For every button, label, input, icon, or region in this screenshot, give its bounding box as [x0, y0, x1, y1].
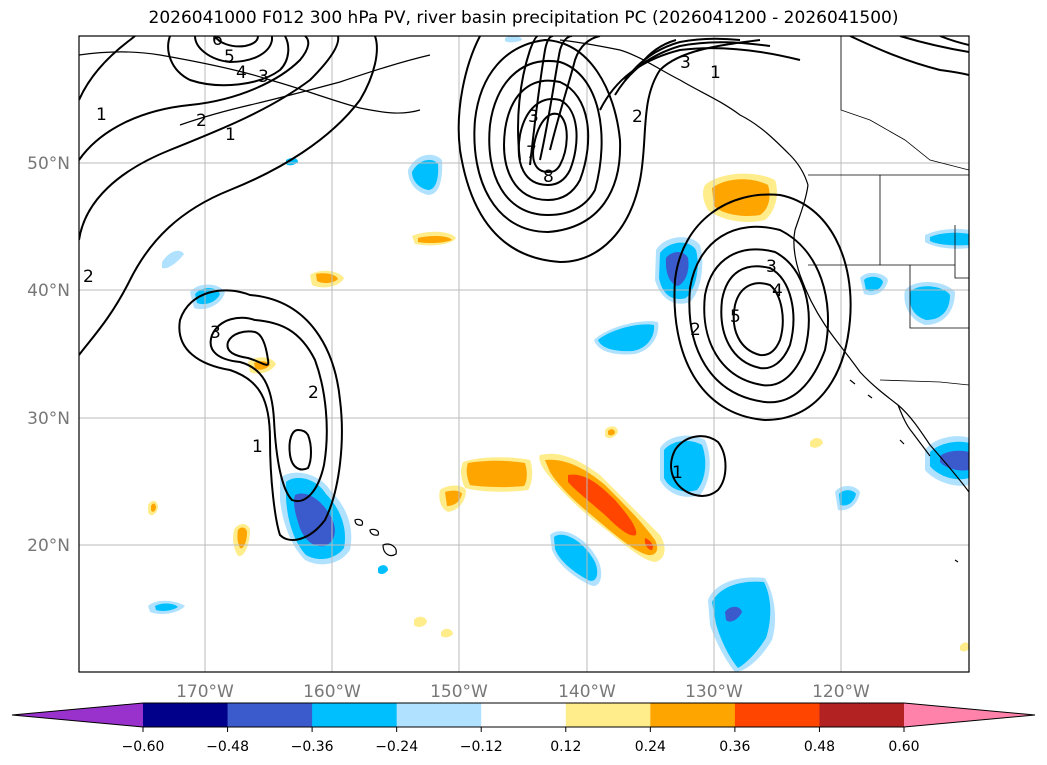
colorbar-cell: [227, 703, 313, 727]
colorbar-cell: [734, 703, 820, 727]
contour-labels: 1 2 3 4 5 6 7 8 1 2 3 1 2 3 1 2 3 4 5 1 …: [83, 30, 783, 483]
contour-label: 3: [680, 53, 691, 73]
colorbar-tick-label: −0.60: [122, 739, 165, 755]
contour-label: 4: [236, 63, 247, 83]
contour-label: 8: [543, 167, 554, 187]
colorbar-tick-label: −0.48: [206, 739, 249, 755]
contour-label: 5: [730, 307, 741, 327]
lon-label: 160°W: [303, 682, 361, 702]
contour-label: 1: [710, 63, 721, 83]
contour-label: 3: [210, 323, 221, 343]
colorbar-tick-label: 0.48: [804, 739, 835, 755]
contour-label: 4: [772, 281, 783, 301]
colorbar-cell: [312, 703, 398, 727]
colorbar-extend-high: [904, 703, 1035, 727]
contour-label: 6: [212, 30, 223, 50]
map-title: 2026041000 F012 300 hPa PV, river basin …: [148, 8, 899, 28]
lon-label: 170°W: [176, 682, 234, 702]
contour-label: 1: [225, 125, 236, 145]
contour-label: 3: [258, 67, 269, 87]
latitude-labels: 50°N 40°N 30°N 20°N: [27, 154, 70, 556]
contour-label: 3: [528, 107, 539, 127]
colorbar-cell: [143, 703, 229, 727]
lon-label: 150°W: [430, 682, 488, 702]
contour-label: 3: [766, 257, 777, 277]
plot-frame: [78, 35, 970, 673]
contour-label: 2: [196, 111, 207, 131]
colorbar-cell: [650, 703, 736, 727]
colorbar-tick-label: −0.12: [460, 739, 503, 755]
contour-label: 5: [224, 47, 235, 67]
contour-label: 2: [83, 267, 94, 287]
pv-contours: [79, 36, 969, 541]
colorbar-tick-label: −0.24: [375, 739, 418, 755]
colorbar-cell: [396, 703, 482, 727]
contour-label: 2: [632, 107, 643, 127]
colorbar-tick-label: −0.36: [291, 739, 334, 755]
colorbar-extend-low: [12, 703, 143, 727]
lon-label: 120°W: [812, 682, 870, 702]
lat-label: 30°N: [27, 409, 70, 429]
contour-label: 7: [526, 143, 537, 163]
colorbar-cell: [565, 703, 651, 727]
contour-label: 1: [96, 105, 107, 125]
colorbar-cell: [481, 703, 567, 727]
lon-label: 140°W: [558, 682, 616, 702]
lat-label: 50°N: [27, 154, 70, 174]
colorbar-tick-label: 0.36: [719, 739, 750, 755]
map-plot-area: 1 2 3 4 5 6 7 8 1 2 3 1 2 3 1 2 3 4 5 1 …: [79, 30, 969, 672]
colorbar-tick-label: 0.60: [888, 739, 919, 755]
colorbar-cell: [819, 703, 905, 727]
contour-label: 1: [672, 463, 683, 483]
contour-label: 1: [252, 437, 263, 457]
lon-label: 130°W: [685, 682, 743, 702]
lat-label: 40°N: [27, 281, 70, 301]
colorbar-tick-label: 0.24: [635, 739, 666, 755]
contour-label: 2: [308, 383, 319, 403]
longitude-labels: 170°W 160°W 150°W 140°W 130°W 120°W: [176, 682, 870, 702]
lat-label: 20°N: [27, 536, 70, 556]
colorbar-tick-label: 0.12: [550, 739, 581, 755]
colorbar: −0.60 −0.48 −0.36 −0.24 −0.12 0.12 0.24 0.36 0.4…: [11, 702, 1036, 755]
contour-label: 2: [690, 320, 701, 340]
